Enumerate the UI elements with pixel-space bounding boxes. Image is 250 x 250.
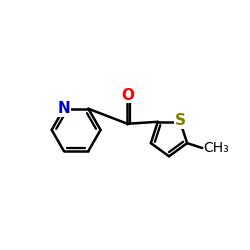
Text: O: O [121, 88, 134, 103]
Text: S: S [175, 113, 186, 128]
Text: N: N [58, 101, 70, 116]
Text: CH₃: CH₃ [204, 141, 229, 155]
